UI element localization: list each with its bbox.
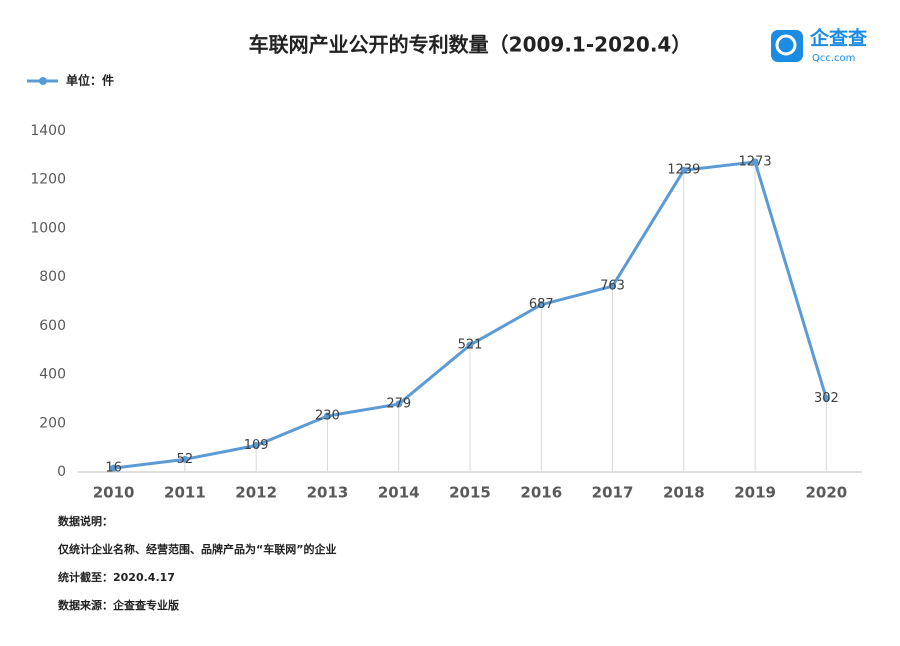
data-label: 109 xyxy=(244,438,269,453)
point xyxy=(181,455,189,463)
x-tick-label: 2012 xyxy=(235,484,277,502)
y-tick-label: 400 xyxy=(39,367,66,383)
x-tick-label: 2010 xyxy=(93,484,135,502)
x-tick-label: 2013 xyxy=(307,484,349,502)
chart-title: 车联网产业公开的专利数量（2009.1-2020.4） xyxy=(249,33,692,57)
note: 数据说明： xyxy=(58,514,113,528)
data-label: 763 xyxy=(600,279,625,294)
point xyxy=(110,464,118,472)
note: 统计截至：2020.4.17 xyxy=(58,570,175,584)
y-tick-label: 800 xyxy=(39,269,66,285)
logo-site: Qcc.com xyxy=(812,53,855,64)
point xyxy=(466,341,474,349)
point xyxy=(822,394,830,402)
data-label: 52 xyxy=(177,452,194,467)
x-tick-label: 2020 xyxy=(805,484,847,502)
point xyxy=(537,301,545,309)
y-tick-label: 0 xyxy=(57,464,66,480)
data-label: 279 xyxy=(386,397,411,412)
data-label: 521 xyxy=(458,338,483,353)
x-tick-label: 2018 xyxy=(663,484,705,502)
note: 仅统计企业名称、经营范围、品牌产品为“车联网”的企业 xyxy=(57,542,336,556)
data-label: 302 xyxy=(814,391,839,406)
y-tick-label: 1200 xyxy=(30,172,66,188)
x-tick-label: 2011 xyxy=(164,484,206,502)
logo-icon-ring xyxy=(775,34,797,56)
x-tick-label: 2019 xyxy=(734,484,776,502)
logo-name: 企查查 xyxy=(809,27,868,50)
x-tick-label: 2017 xyxy=(592,484,634,502)
data-label: 230 xyxy=(315,408,340,423)
x-tick-label: 2015 xyxy=(449,484,491,502)
point xyxy=(252,441,260,449)
y-tick-label: 1000 xyxy=(30,220,66,236)
legend-label: 单位：件 xyxy=(66,73,114,88)
data-label: 16 xyxy=(105,461,122,476)
x-tick-label: 2014 xyxy=(378,484,420,502)
note: 数据来源：企查查专业版 xyxy=(58,598,179,612)
logo: 企查查 Qcc.com xyxy=(771,27,868,64)
point xyxy=(680,166,688,174)
data-label: 1273 xyxy=(739,154,772,169)
x-tick-label: 2016 xyxy=(520,484,562,502)
y-tick-label: 1400 xyxy=(30,123,66,139)
point xyxy=(395,400,403,408)
legend-marker xyxy=(39,77,47,85)
point xyxy=(751,158,759,166)
point xyxy=(323,412,331,420)
data-label: 1239 xyxy=(667,163,700,178)
y-tick-label: 200 xyxy=(39,415,66,431)
y-tick-label: 600 xyxy=(39,318,66,334)
data-label: 687 xyxy=(529,297,554,312)
point xyxy=(609,282,617,290)
